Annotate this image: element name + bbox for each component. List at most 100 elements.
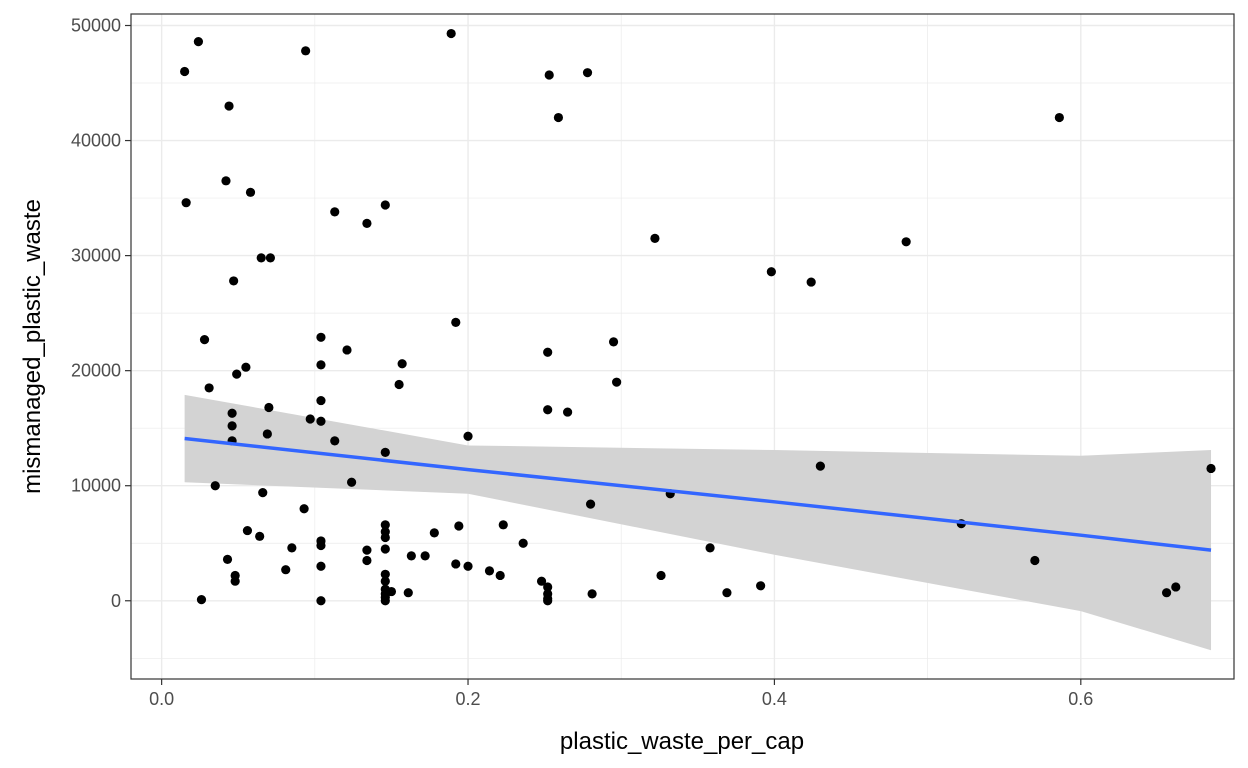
data-point [608, 337, 619, 347]
data-point [901, 237, 911, 247]
data-point [380, 544, 390, 554]
y-tick-label: 50000 [71, 16, 121, 36]
data-point [305, 414, 315, 424]
data-point [451, 559, 461, 569]
data-point [362, 218, 372, 228]
data-point [330, 207, 340, 217]
data-point [181, 198, 191, 208]
data-points [180, 28, 1216, 606]
data-point [543, 582, 553, 592]
data-point [258, 488, 268, 498]
confidence-ribbon [184, 394, 1212, 651]
data-point [255, 531, 265, 541]
data-point [451, 317, 461, 327]
data-point [287, 543, 297, 553]
data-point [316, 360, 326, 370]
data-point [330, 436, 340, 446]
data-point [454, 521, 464, 531]
data-point [342, 345, 352, 355]
data-point [362, 555, 372, 566]
data-point [281, 565, 291, 575]
data-point [316, 540, 326, 551]
data-point [241, 362, 251, 372]
x-tick-label: 0.4 [762, 689, 787, 709]
x-tick-label: 0.6 [1068, 689, 1093, 709]
data-point [316, 596, 326, 606]
data-point [498, 520, 508, 530]
data-point [1171, 582, 1181, 592]
data-point [463, 431, 473, 441]
data-point [420, 551, 430, 561]
data-point [229, 276, 239, 286]
data-point [406, 551, 416, 561]
x-tick-label: 0.2 [456, 689, 481, 709]
data-point [429, 528, 439, 538]
data-point [612, 377, 622, 387]
data-point [1030, 555, 1040, 566]
data-point [316, 332, 326, 342]
panel-border [130, 13, 1235, 680]
data-point [180, 66, 190, 77]
data-point [756, 581, 766, 591]
data-point [316, 561, 326, 571]
data-point [806, 277, 816, 287]
data-point [705, 543, 715, 553]
data-point [210, 481, 220, 491]
minor-gridlines [131, 14, 1234, 679]
x-tick-label: 0.0 [149, 689, 174, 709]
data-point [262, 429, 272, 439]
data-point [543, 596, 553, 606]
y-axis-title: mismanaged_plastic_waste [19, 199, 46, 494]
x-axis: 0.0 0.2 0.4 0.6 [149, 679, 1093, 709]
data-point [394, 379, 404, 390]
data-point [766, 267, 776, 277]
data-point [380, 576, 390, 586]
data-point [518, 538, 528, 548]
x-axis-title: plastic_waste_per_cap [560, 728, 804, 755]
data-point [1161, 588, 1172, 598]
data-point [221, 176, 231, 186]
data-point [199, 334, 210, 345]
data-point [380, 532, 390, 543]
data-point [380, 200, 390, 210]
data-point [362, 545, 372, 555]
data-point [553, 112, 564, 123]
data-point [224, 101, 234, 111]
data-point [193, 37, 204, 47]
data-point [585, 499, 596, 509]
y-tick-label: 20000 [71, 361, 121, 381]
data-point [227, 408, 237, 418]
data-point [722, 588, 732, 598]
data-point [301, 46, 311, 56]
data-point [656, 570, 666, 581]
data-point [1054, 112, 1064, 123]
data-point [582, 68, 593, 78]
data-point [484, 566, 495, 576]
y-axis: 0 10000 20000 30000 40000 50000 [71, 16, 131, 611]
data-point [495, 570, 505, 581]
data-point [397, 359, 407, 369]
fit-line [184, 436, 1212, 552]
y-tick-label: 40000 [71, 131, 121, 151]
data-point [563, 407, 573, 417]
data-point [196, 595, 207, 605]
y-tick-label: 30000 [71, 246, 121, 266]
data-point [536, 576, 547, 586]
data-point [316, 395, 326, 406]
data-point [380, 447, 390, 457]
data-point [316, 416, 326, 426]
data-point [299, 504, 309, 514]
data-point [815, 461, 825, 471]
data-point [380, 569, 390, 579]
data-point [245, 187, 256, 197]
data-point [380, 520, 390, 530]
data-point [347, 477, 357, 487]
data-point [230, 576, 240, 586]
data-point [587, 589, 597, 599]
data-point [242, 525, 253, 536]
data-point [264, 402, 274, 413]
data-point [222, 554, 233, 564]
data-point [403, 588, 413, 598]
data-point [543, 347, 553, 357]
